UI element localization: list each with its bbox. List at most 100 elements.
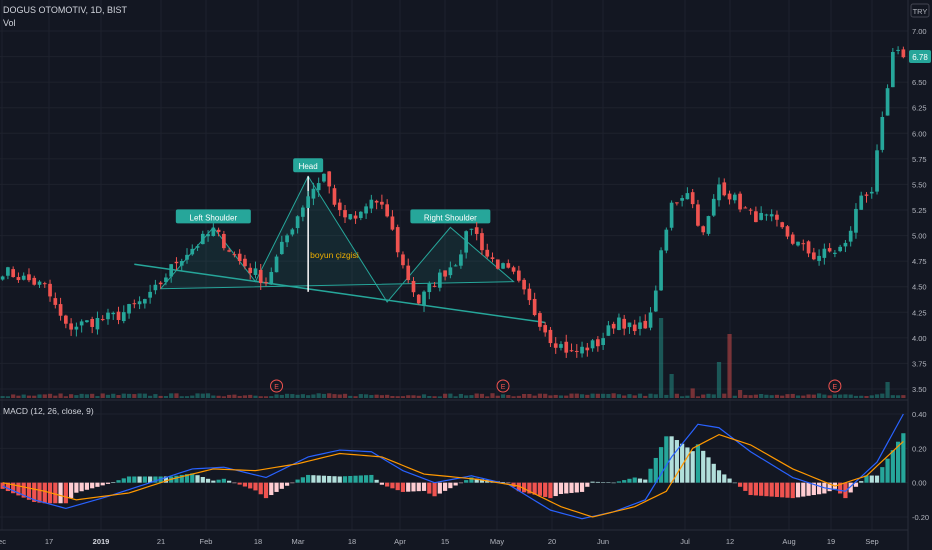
- volume-bar: [848, 394, 853, 398]
- volume-bar: [79, 393, 84, 398]
- symbol-title[interactable]: DOGUS OTOMOTIV, 1D, BIST: [3, 5, 128, 15]
- candle-body: [358, 211, 363, 219]
- volume-bar: [158, 395, 163, 398]
- volume-bar: [369, 395, 374, 398]
- candle-body: [675, 202, 679, 204]
- macd-histogram-bar: [90, 482, 95, 489]
- macd-histogram-bar: [306, 474, 311, 483]
- head-label: Head: [299, 162, 318, 171]
- macd-histogram-bar: [695, 444, 701, 483]
- macd-histogram-bar: [469, 477, 474, 483]
- earnings-marker[interactable]: [828, 379, 842, 393]
- macd-histogram-bar: [321, 475, 327, 483]
- volume-bar: [811, 394, 816, 398]
- volume-bar: [58, 393, 63, 398]
- macd-histogram-bar: [132, 476, 137, 483]
- macd-histogram-bar: [411, 482, 416, 492]
- candle-body: [364, 206, 368, 214]
- volume-bar: [522, 393, 527, 398]
- volume-bar: [74, 395, 79, 398]
- volume-bar: [532, 395, 537, 398]
- volume-bar: [827, 395, 832, 398]
- volume-bar: [90, 393, 95, 398]
- candle-body: [406, 265, 411, 281]
- macd-histogram-bar: [211, 480, 216, 483]
- candle-body: [369, 199, 374, 209]
- macd-histogram-bar: [142, 476, 147, 483]
- time-tick-label: 17: [45, 537, 53, 546]
- macd-histogram-bar: [527, 482, 532, 494]
- earnings-marker[interactable]: [270, 379, 284, 393]
- macd-histogram-bar: [295, 479, 300, 483]
- volume-bar: [321, 393, 327, 398]
- volume-bar: [227, 394, 232, 398]
- candle-body: [285, 235, 289, 243]
- macd-histogram-bar: [606, 482, 611, 483]
- volume-label[interactable]: Vol: [3, 18, 16, 28]
- volume-bar: [111, 393, 116, 398]
- macd-histogram-bar: [532, 482, 537, 495]
- volume-bar: [0, 396, 5, 398]
- macd-histogram-bar: [42, 482, 47, 504]
- time-tick-label: Apr: [394, 537, 406, 546]
- volume-bar: [421, 394, 427, 398]
- candle-body: [206, 234, 210, 237]
- time-tick-label: 12: [726, 537, 734, 546]
- earnings-marker[interactable]: [496, 379, 510, 393]
- macd-histogram-bar: [369, 474, 374, 483]
- candle-body: [848, 230, 853, 242]
- volume-bar: [790, 393, 795, 398]
- macd-histogram-bar: [390, 482, 395, 489]
- candle-body: [374, 200, 379, 203]
- volume-bar: [390, 396, 395, 398]
- macd-histogram-bar: [248, 482, 253, 489]
- volume-bar: [37, 394, 42, 398]
- volume-bar: [316, 393, 321, 398]
- candle-body: [706, 216, 711, 234]
- candle-body: [395, 227, 400, 253]
- volume-bar: [595, 393, 600, 398]
- macd-histogram-bar: [811, 482, 816, 496]
- volume-bar: [148, 395, 153, 398]
- volume-bar: [822, 394, 827, 398]
- macd-histogram-bar: [601, 482, 606, 483]
- time-tick-label: 21: [157, 537, 165, 546]
- candle-body: [243, 258, 247, 267]
- volume-bar: [248, 394, 253, 398]
- macd-histogram-bar: [395, 482, 400, 491]
- macd-histogram-bar: [685, 447, 690, 483]
- candle-body: [148, 291, 152, 298]
- candle-body: [464, 231, 469, 253]
- candle-body: [385, 204, 390, 217]
- macd-histogram-bar: [553, 482, 558, 497]
- candle-body: [253, 268, 258, 275]
- currency-badge[interactable]: TRY: [910, 3, 930, 18]
- macd-histogram-bar: [174, 475, 179, 483]
- macd-title[interactable]: MACD (12, 26, close, 9): [3, 406, 94, 416]
- candle-body: [711, 198, 716, 216]
- volume-bar: [695, 396, 701, 398]
- macd-histogram-bar: [901, 433, 906, 483]
- time-tick-label: Jul: [680, 537, 690, 546]
- macd-histogram-bar: [95, 482, 100, 487]
- volume-bar: [832, 394, 837, 398]
- macd-histogram-bar: [780, 482, 785, 498]
- volume-bar: [901, 395, 906, 398]
- price-tick-label: 4.25: [912, 308, 927, 317]
- candle-body: [590, 340, 595, 349]
- macd-histogram-bar: [543, 482, 548, 497]
- macd-histogram-bar: [479, 479, 485, 483]
- volume-bar: [53, 395, 58, 398]
- candle-body: [179, 261, 184, 266]
- volume-bar: [464, 395, 469, 398]
- volume-bar: [722, 393, 727, 398]
- macd-histogram-bar: [195, 475, 200, 483]
- candle-body: [437, 272, 442, 288]
- volume-bar: [716, 362, 722, 398]
- volume-bar: [711, 394, 716, 398]
- candle-body: [559, 344, 563, 348]
- volume-bar: [748, 395, 753, 398]
